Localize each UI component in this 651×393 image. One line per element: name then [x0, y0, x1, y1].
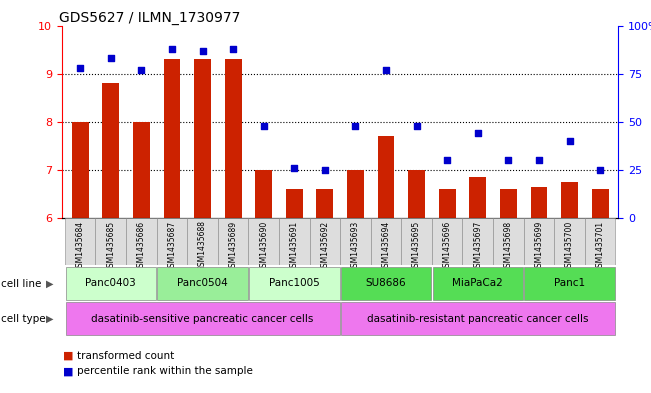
Text: percentile rank within the sample: percentile rank within the sample	[77, 366, 253, 376]
FancyBboxPatch shape	[249, 218, 279, 265]
Bar	[561, 182, 578, 218]
Bar	[102, 83, 119, 218]
FancyBboxPatch shape	[96, 218, 126, 265]
Text: GSM1435685: GSM1435685	[106, 220, 115, 272]
FancyBboxPatch shape	[340, 303, 615, 335]
FancyBboxPatch shape	[340, 218, 370, 265]
Text: GSM1435684: GSM1435684	[76, 220, 85, 272]
Bar	[255, 170, 272, 218]
Text: GSM1435690: GSM1435690	[259, 220, 268, 272]
Bar	[439, 189, 456, 218]
Text: cell type: cell type	[1, 314, 46, 324]
Text: GSM1435701: GSM1435701	[596, 220, 605, 272]
Text: GSM1435688: GSM1435688	[198, 220, 207, 272]
Text: GSM1435695: GSM1435695	[412, 220, 421, 272]
Text: GSM1435696: GSM1435696	[443, 220, 452, 272]
Bar	[469, 177, 486, 218]
Text: MiaPaCa2: MiaPaCa2	[452, 278, 503, 288]
Text: GDS5627 / ILMN_1730977: GDS5627 / ILMN_1730977	[59, 11, 240, 24]
Point	[197, 48, 208, 54]
Text: GSM1435700: GSM1435700	[565, 220, 574, 272]
FancyBboxPatch shape	[218, 218, 249, 265]
Point	[167, 46, 177, 52]
FancyBboxPatch shape	[401, 218, 432, 265]
Point	[105, 55, 116, 61]
FancyBboxPatch shape	[340, 267, 431, 299]
Bar	[316, 189, 333, 218]
FancyBboxPatch shape	[65, 218, 96, 265]
Point	[75, 65, 85, 71]
Bar	[347, 170, 364, 218]
Text: GSM1435687: GSM1435687	[167, 220, 176, 272]
Text: GSM1435689: GSM1435689	[229, 220, 238, 272]
Text: GSM1435693: GSM1435693	[351, 220, 360, 272]
Point	[534, 157, 544, 163]
Text: dasatinib-resistant pancreatic cancer cells: dasatinib-resistant pancreatic cancer ce…	[367, 314, 589, 324]
Bar	[194, 59, 211, 218]
Point	[381, 67, 391, 73]
Bar	[592, 189, 609, 218]
Bar	[72, 122, 89, 218]
Point	[320, 167, 330, 173]
Point	[473, 130, 483, 136]
FancyBboxPatch shape	[249, 267, 340, 299]
FancyBboxPatch shape	[554, 218, 585, 265]
Bar	[408, 170, 425, 218]
Bar	[133, 122, 150, 218]
Text: GSM1435698: GSM1435698	[504, 220, 513, 272]
Point	[136, 67, 146, 73]
FancyBboxPatch shape	[279, 218, 310, 265]
Text: Panc0504: Panc0504	[177, 278, 228, 288]
Bar	[378, 136, 395, 218]
FancyBboxPatch shape	[158, 267, 248, 299]
Bar	[225, 59, 242, 218]
Text: Panc1: Panc1	[554, 278, 585, 288]
FancyBboxPatch shape	[432, 218, 462, 265]
Text: ▶: ▶	[46, 279, 53, 289]
FancyBboxPatch shape	[493, 218, 523, 265]
FancyBboxPatch shape	[462, 218, 493, 265]
Text: cell line: cell line	[1, 279, 42, 289]
FancyBboxPatch shape	[370, 218, 401, 265]
FancyBboxPatch shape	[66, 267, 156, 299]
FancyBboxPatch shape	[523, 218, 554, 265]
Bar	[163, 59, 180, 218]
Point	[411, 123, 422, 129]
Text: GSM1435692: GSM1435692	[320, 220, 329, 272]
Text: transformed count: transformed count	[77, 351, 174, 361]
FancyBboxPatch shape	[157, 218, 187, 265]
Point	[595, 167, 605, 173]
Text: ■: ■	[63, 366, 74, 376]
Point	[564, 138, 575, 144]
Point	[503, 157, 514, 163]
Text: Panc1005: Panc1005	[269, 278, 320, 288]
Text: GSM1435694: GSM1435694	[381, 220, 391, 272]
Text: GSM1435697: GSM1435697	[473, 220, 482, 272]
Point	[289, 165, 299, 171]
Bar	[286, 189, 303, 218]
FancyBboxPatch shape	[310, 218, 340, 265]
Text: ▶: ▶	[46, 314, 53, 324]
Bar	[531, 187, 547, 218]
FancyBboxPatch shape	[187, 218, 218, 265]
FancyBboxPatch shape	[66, 303, 340, 335]
FancyBboxPatch shape	[126, 218, 157, 265]
Text: SU8686: SU8686	[366, 278, 406, 288]
FancyBboxPatch shape	[585, 218, 615, 265]
Bar	[500, 189, 517, 218]
Text: GSM1435691: GSM1435691	[290, 220, 299, 272]
Point	[442, 157, 452, 163]
Point	[258, 123, 269, 129]
Text: Panc0403: Panc0403	[85, 278, 136, 288]
Point	[228, 46, 238, 52]
Point	[350, 123, 361, 129]
FancyBboxPatch shape	[432, 267, 523, 299]
Text: ■: ■	[63, 351, 74, 361]
Text: GSM1435699: GSM1435699	[534, 220, 544, 272]
Text: GSM1435686: GSM1435686	[137, 220, 146, 272]
Text: dasatinib-sensitive pancreatic cancer cells: dasatinib-sensitive pancreatic cancer ce…	[91, 314, 314, 324]
FancyBboxPatch shape	[524, 267, 615, 299]
